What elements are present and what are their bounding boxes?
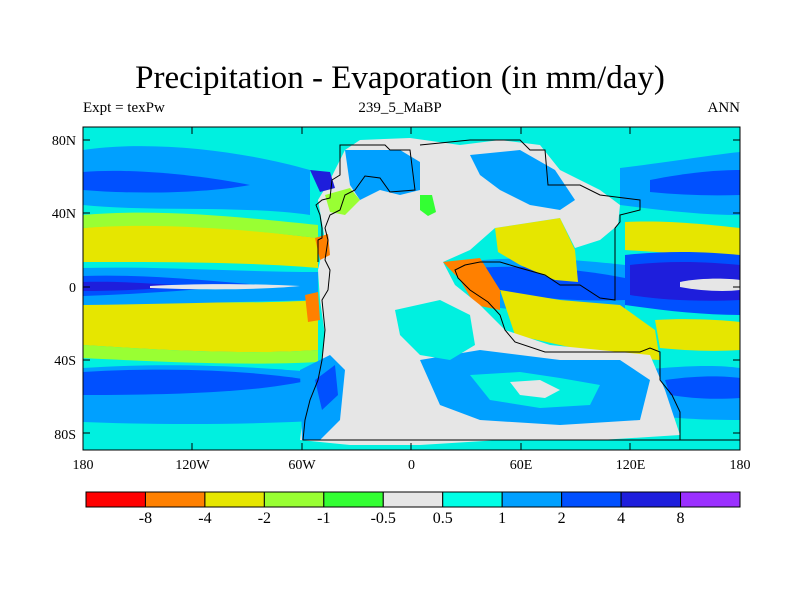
colorbar-tick-label: 1 [498, 510, 507, 527]
north-subtropic-green [83, 212, 318, 238]
colorbar-tick-label: -1 [317, 510, 331, 527]
southwest-land-darkblue [315, 365, 338, 410]
colorbar-box [382, 491, 444, 508]
west-ocean-north-yellow [625, 221, 740, 258]
period-label: 239_5_MaBP [358, 100, 442, 116]
colorbar-box [263, 491, 325, 508]
tethys-yellow-north [495, 218, 578, 282]
equator-east-darkblue [83, 281, 185, 291]
south-subtropic-green [83, 345, 318, 364]
north-subtropic-yellow [83, 225, 318, 268]
x-tick-label: 60W [288, 458, 316, 473]
colorbar-box [144, 491, 206, 508]
west-ocean-south-yellow [655, 319, 740, 351]
colorbar-tick-label: 8 [676, 510, 685, 527]
season-label: ANN [707, 100, 741, 116]
colorbar-box [620, 491, 682, 508]
northeast-land-blue [470, 150, 575, 210]
tethys-orange [443, 258, 500, 310]
colorbar-tick-label: 4 [617, 510, 626, 527]
experiment-label: Expt = texPw [83, 100, 165, 116]
west-coast-orange-south [305, 292, 320, 322]
x-tick-label: 180 [729, 458, 751, 473]
colorbar-box [85, 491, 146, 508]
south-land-grey-dots [510, 380, 560, 398]
colorbar-tick-label: 2 [557, 510, 566, 527]
colorbar-tick-label: -2 [257, 510, 272, 527]
northeast-dark-patch [310, 170, 335, 192]
x-tick-label: 120W [175, 458, 210, 473]
x-tick-label: 120E [615, 458, 646, 473]
south-subtropic-yellow [83, 300, 318, 353]
colorbar-box [323, 491, 384, 508]
west-ocean-equator-white [680, 278, 740, 291]
colorbar-tick-label: -4 [198, 510, 212, 527]
colorbar-box [561, 491, 622, 508]
coastline [302, 139, 740, 441]
y-tick-label: 80N [51, 133, 76, 149]
central-land-cyan [395, 300, 475, 360]
x-tick-label: 180 [72, 458, 94, 473]
y-tick-label: 0 [69, 280, 76, 296]
x-tick-label: 0 [408, 458, 415, 473]
y-tick-label: 80S [54, 427, 76, 443]
north-land-blue [345, 150, 420, 200]
colorbar-box [442, 491, 503, 508]
north-pacific-west-storm [650, 170, 740, 196]
southern-ocean-blue [83, 369, 310, 395]
colorbar [85, 491, 741, 508]
colorbar-box [680, 491, 741, 508]
north-greenland-green [420, 195, 436, 216]
tethys-blue [475, 266, 625, 301]
north-pacific-east-storm [83, 170, 250, 193]
axis-ticks [83, 127, 740, 450]
colorbar-box [501, 491, 563, 508]
x-tick-label: 60E [509, 458, 533, 473]
colorbar-tick-label: 0.5 [432, 510, 453, 527]
east-southern-blue [665, 376, 740, 399]
colorbar-box [204, 491, 265, 508]
tethys-yellow-south [500, 290, 660, 360]
y-tick-label: 40S [54, 354, 76, 369]
map-title: Precipitation - Evaporation (in mm/day) [135, 60, 665, 96]
precip-field [83, 127, 740, 450]
equator-east-white [150, 284, 300, 290]
colorbar-tick-label: -8 [138, 510, 153, 527]
y-tick-label: 40N [51, 207, 76, 222]
colorbar-tick-label: -0.5 [370, 510, 396, 527]
